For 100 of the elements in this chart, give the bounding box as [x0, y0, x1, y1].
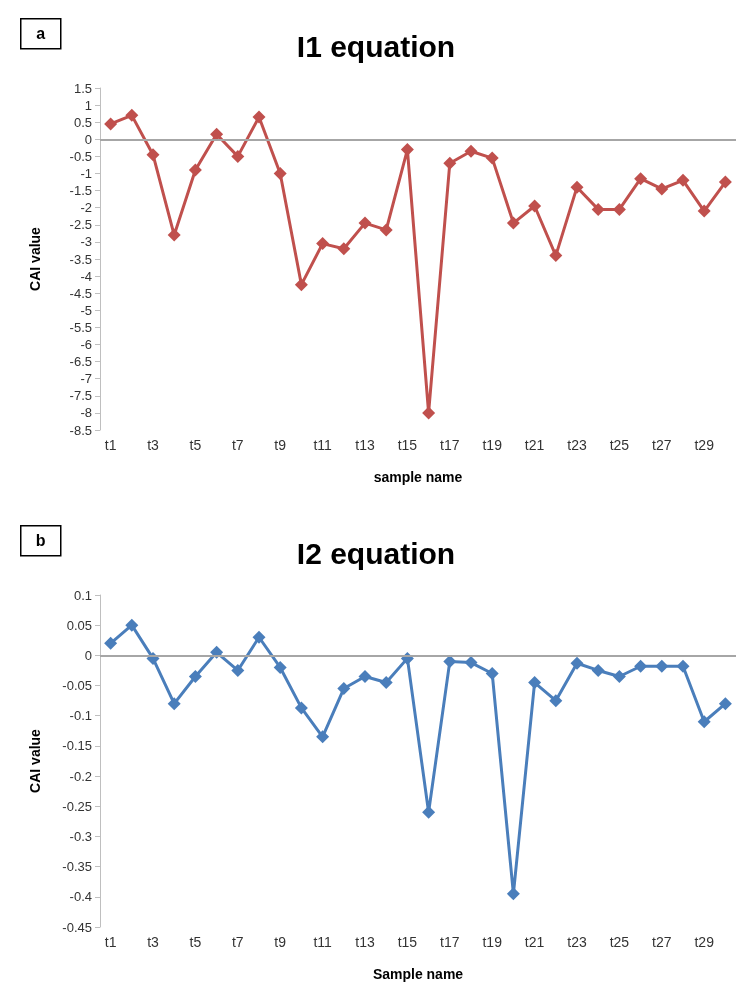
- y-tick-label: 0: [84, 647, 92, 663]
- point: [231, 663, 245, 677]
- point: [549, 694, 563, 708]
- point: [252, 110, 266, 124]
- point: [358, 216, 372, 230]
- point: [697, 204, 711, 218]
- point: [506, 887, 520, 901]
- x-tick-label: t27: [652, 934, 672, 950]
- point: [252, 630, 266, 644]
- y-tick-label: -6.5: [69, 354, 92, 370]
- point: [188, 669, 202, 683]
- point: [273, 167, 287, 180]
- point: [634, 659, 648, 673]
- y-tick-label: -7: [80, 371, 92, 387]
- point: [273, 660, 287, 674]
- y-tick-label: -0.45: [62, 919, 92, 935]
- x-tick-label: t11: [313, 934, 333, 950]
- point: [591, 663, 605, 677]
- y-tick-label: -8.5: [69, 422, 92, 438]
- y-tick-label: -4: [80, 268, 92, 284]
- point: [422, 805, 436, 819]
- y-tick-label: -0.4: [69, 889, 92, 905]
- point: [570, 180, 584, 194]
- y-tick-label: -5: [80, 302, 92, 318]
- x-tick-label: t7: [231, 934, 244, 950]
- chart-title: I2 equation: [296, 536, 456, 570]
- point: [167, 228, 181, 242]
- point: [337, 242, 351, 256]
- y-tick-label: -8: [80, 405, 92, 421]
- y-tick-label: 0: [84, 131, 92, 147]
- x-axis-title: sample name: [373, 469, 463, 485]
- x-tick-label: t19: [482, 934, 503, 950]
- point: [570, 656, 584, 670]
- y-tick-label: 0.5: [73, 114, 92, 130]
- x-axis-title: Sample name: [372, 966, 464, 982]
- y-tick-label: -0.2: [69, 768, 92, 784]
- x-tick-label: t19: [482, 437, 503, 453]
- y-tick-label: -4.5: [69, 285, 92, 301]
- y-axis-title: CAI value: [27, 226, 43, 291]
- point: [612, 669, 626, 683]
- point: [210, 127, 224, 141]
- text: a: [36, 25, 46, 43]
- x-tick-label: t3: [147, 437, 160, 453]
- x-tick-label: t13: [355, 934, 375, 950]
- x-tick-label: t1: [104, 437, 117, 453]
- x-tick-label: t5: [189, 934, 202, 950]
- point: [358, 669, 372, 683]
- point: [400, 143, 414, 157]
- x-tick-label: t13: [355, 437, 375, 453]
- x-tick-label: t15: [397, 437, 418, 453]
- y-tick-label: -7.5: [69, 388, 92, 404]
- x-tick-label: t3: [147, 934, 160, 950]
- point: [464, 144, 478, 158]
- y-tick-label: -3: [80, 234, 92, 250]
- point: [125, 618, 139, 632]
- point: [697, 715, 711, 729]
- y-tick-label: -5.5: [69, 319, 92, 335]
- x-tick-label: t9: [274, 437, 287, 453]
- point: [591, 202, 605, 216]
- chart-title: I1 equation: [296, 29, 456, 63]
- point: [379, 223, 393, 237]
- point: [422, 406, 436, 420]
- point: [485, 666, 499, 680]
- y-tick-label: -0.25: [62, 798, 92, 814]
- point: [316, 730, 330, 744]
- point: [464, 656, 478, 670]
- point: [316, 237, 330, 251]
- point: [718, 175, 732, 189]
- x-tick-label: t17: [440, 934, 460, 950]
- point: [634, 172, 648, 186]
- x-tick-label: t15: [397, 934, 418, 950]
- point: [231, 149, 245, 163]
- x-tick-label: t11: [313, 437, 333, 453]
- y-tick-label: 1: [84, 97, 92, 113]
- point: [104, 636, 118, 650]
- y-tick-label: 0.1: [73, 587, 92, 603]
- point: [718, 697, 732, 711]
- point: [167, 697, 181, 711]
- point: [294, 701, 308, 715]
- x-tick-label: t1: [104, 934, 117, 950]
- x-tick-label: t25: [609, 437, 630, 453]
- y-tick-label: -0.35: [62, 859, 92, 875]
- y-tick-label: -0.5: [69, 148, 92, 164]
- y-tick-label: -6: [80, 337, 92, 352]
- point: [485, 151, 499, 165]
- x-tick-label: t29: [694, 934, 715, 950]
- point: [443, 156, 457, 170]
- point: [337, 682, 351, 696]
- point: [676, 173, 690, 187]
- y-tick-label: 0.05: [66, 617, 92, 633]
- y-tick-label: -0.15: [62, 738, 92, 754]
- y-tick-label: -1.5: [69, 183, 92, 199]
- x-tick-label: t25: [609, 934, 630, 950]
- y-axis-title: CAI value: [27, 728, 43, 793]
- x-tick-label: t27: [652, 437, 672, 453]
- y-tick-label: -1: [80, 166, 92, 181]
- y-tick-label: -0.3: [69, 828, 92, 844]
- point: [655, 659, 669, 673]
- point: [528, 199, 542, 213]
- x-tick-label: t5: [189, 437, 202, 453]
